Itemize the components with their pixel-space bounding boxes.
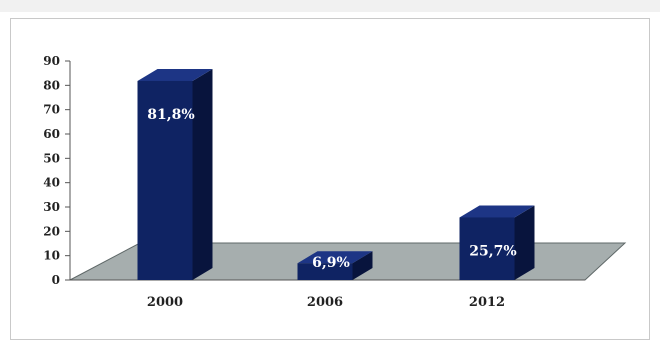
data-label: 6,9% [312, 255, 350, 271]
y-tick-label: 50 [43, 151, 60, 165]
category-label: 2000 [147, 295, 183, 310]
y-tick-label: 40 [43, 176, 60, 190]
y-tick-label: 70 [43, 103, 60, 117]
bar [459, 217, 515, 280]
data-label: 81,8% [147, 107, 194, 123]
y-tick-label: 20 [43, 224, 60, 238]
y-tick-label: 60 [43, 127, 60, 141]
bar-side [514, 205, 535, 280]
category-label: 2006 [307, 295, 343, 310]
category-label: 2012 [469, 295, 505, 310]
y-tick-label: 30 [43, 200, 60, 214]
y-tick-label: 90 [43, 54, 60, 68]
y-tick-label: 0 [52, 273, 60, 287]
bar-side [352, 251, 373, 280]
bar-side [192, 68, 213, 280]
data-label: 25,7% [469, 243, 516, 259]
top-strip [0, 0, 660, 12]
bar-top [297, 251, 373, 264]
chart-frame [10, 18, 650, 340]
bar-top [137, 68, 213, 81]
y-tick-label: 80 [43, 78, 60, 92]
y-tick-label: 10 [43, 249, 60, 263]
bar-top [459, 205, 535, 218]
bar [297, 263, 353, 280]
bar [137, 80, 193, 280]
